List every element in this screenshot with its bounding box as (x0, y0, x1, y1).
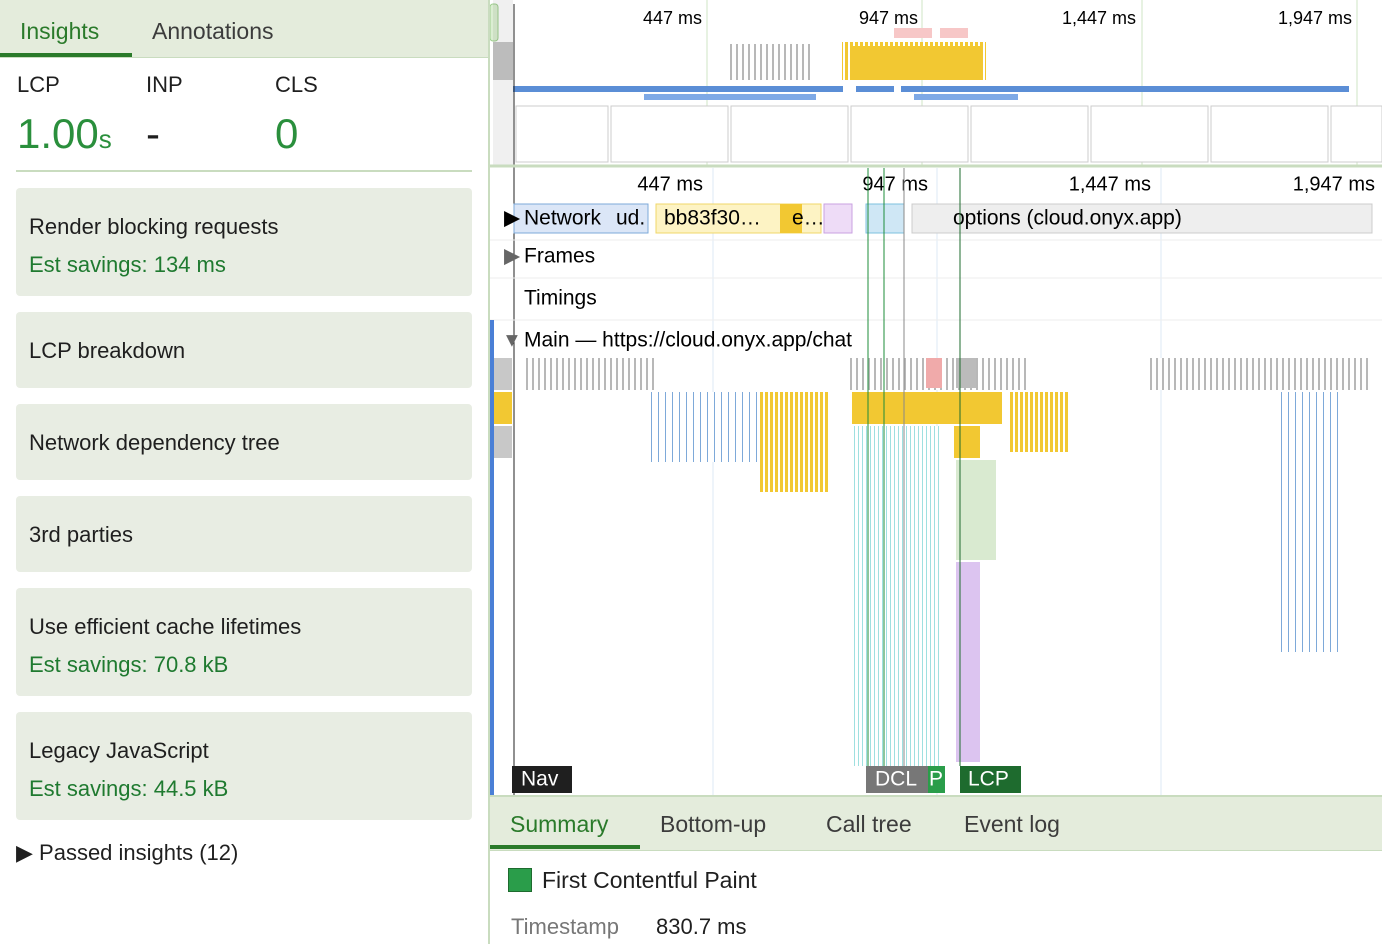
insight-title: 3rd parties (29, 522, 133, 547)
insight-card[interactable]: Network dependency tree (16, 404, 472, 480)
track-lines (490, 239, 1382, 321)
divider (488, 0, 490, 944)
tab[interactable]: Event log (964, 811, 1060, 837)
marker[interactable] (866, 766, 928, 793)
request-label: ud. (616, 207, 645, 230)
request-label: bb83f30… (664, 207, 761, 230)
insight-savings: Est savings: 44.5 kB (29, 776, 229, 801)
insight-savings: Est savings: 134 ms (29, 252, 226, 277)
metric-label: CLS (275, 72, 318, 97)
tab-indicator (490, 845, 640, 849)
request-label: options (cloud.onyx.app) (953, 207, 1182, 230)
marker-lines (867, 168, 961, 766)
cpu (728, 44, 814, 80)
tab[interactable]: Summary (510, 811, 609, 837)
metric-value: - (146, 110, 160, 157)
details-tabs (490, 795, 1382, 851)
marker-label: DCL (875, 768, 917, 791)
insight-title: Legacy JavaScript (29, 738, 209, 763)
net (901, 86, 1349, 92)
insight-card[interactable]: Use efficient cache lifetimes Est savings… (16, 588, 472, 696)
tab[interactable]: Insights (20, 18, 100, 44)
marker[interactable] (512, 766, 572, 793)
selection (490, 320, 494, 795)
marker[interactable] (960, 766, 1021, 793)
insight-title: Network dependency tree (29, 430, 280, 455)
insight-savings: Est savings: 70.8 kB (29, 652, 229, 677)
request (780, 204, 802, 233)
net (914, 94, 1018, 100)
passed-insights[interactable]: ▶ Passed insights (12) (16, 840, 239, 865)
marker-label: P (929, 768, 943, 791)
insight-card[interactable]: 3rd parties (16, 496, 472, 572)
cpu (493, 42, 513, 80)
value: 1.00 (17, 110, 99, 157)
tab[interactable]: Call tree (826, 811, 912, 837)
insight-title: Render blocking requests (29, 214, 279, 239)
track-label[interactable]: Network (524, 207, 602, 230)
metric-label: LCP (17, 72, 60, 97)
tick: 447 ms (637, 173, 703, 195)
handle (490, 3, 499, 42)
insight-title: Use efficient cache lifetimes (29, 614, 302, 639)
tab[interactable]: Bottom-up (660, 811, 767, 837)
request-label: e… (792, 207, 825, 230)
net (856, 86, 894, 92)
marker-label: Nav (521, 768, 559, 791)
track-label[interactable]: Timings (524, 287, 597, 310)
overview-tick: 947 ms (859, 8, 918, 28)
flame-chart (494, 358, 1370, 766)
request (865, 203, 905, 234)
metric-value: 0 (275, 110, 299, 157)
tab[interactable]: Annotations (152, 18, 274, 44)
metric-value: 1.00s (17, 110, 112, 158)
separator (16, 170, 472, 172)
screenshots (515, 105, 1382, 163)
long-task (940, 28, 968, 38)
dim (493, 0, 513, 165)
insight-title: LCP breakdown (29, 338, 186, 363)
request (911, 203, 1373, 234)
passed-label: Passed insights (12) (39, 840, 239, 865)
tick: 947 ms (862, 173, 928, 195)
track-label[interactable]: Main — https://cloud.onyx.app/chat (524, 329, 852, 352)
field-label: Timestamp (511, 914, 619, 939)
long-task (894, 28, 932, 38)
timeline: 447 ms 947 ms 1,447 ms 1,947 ms 447 ms 9… (490, 0, 1382, 795)
request (513, 203, 649, 234)
net (644, 94, 816, 100)
overview-tick: 1,947 ms (1278, 8, 1352, 28)
metric-label: INP (146, 72, 183, 97)
overview-tick: 1,447 ms (1062, 8, 1136, 28)
track-label[interactable]: ▶ (504, 207, 521, 230)
insight-card[interactable]: Render blocking requests Est savings: 134… (16, 188, 472, 296)
cpu (850, 46, 980, 80)
unit: s (98, 124, 112, 154)
expander[interactable]: ▼ (502, 329, 522, 351)
tick: 1,947 ms (1293, 173, 1375, 195)
track-label[interactable]: Frames (524, 245, 595, 268)
swatch (508, 868, 532, 892)
net (513, 86, 843, 92)
overview-tick: 447 ms (643, 8, 702, 28)
marker-label: LCP (968, 768, 1009, 791)
tick: 1,447 ms (1069, 173, 1151, 195)
tab-bar (0, 0, 488, 58)
insight-card[interactable]: LCP breakdown (16, 312, 472, 388)
insight-card[interactable]: Legacy JavaScript Est savings: 44.5 kB (16, 712, 472, 820)
request (823, 203, 853, 234)
field-value: 830.7 ms (656, 914, 747, 939)
tab-indicator (0, 53, 132, 57)
marker[interactable] (928, 766, 945, 793)
expander[interactable]: ▶ (504, 245, 521, 268)
details-title: First Contentful Paint (542, 867, 757, 893)
